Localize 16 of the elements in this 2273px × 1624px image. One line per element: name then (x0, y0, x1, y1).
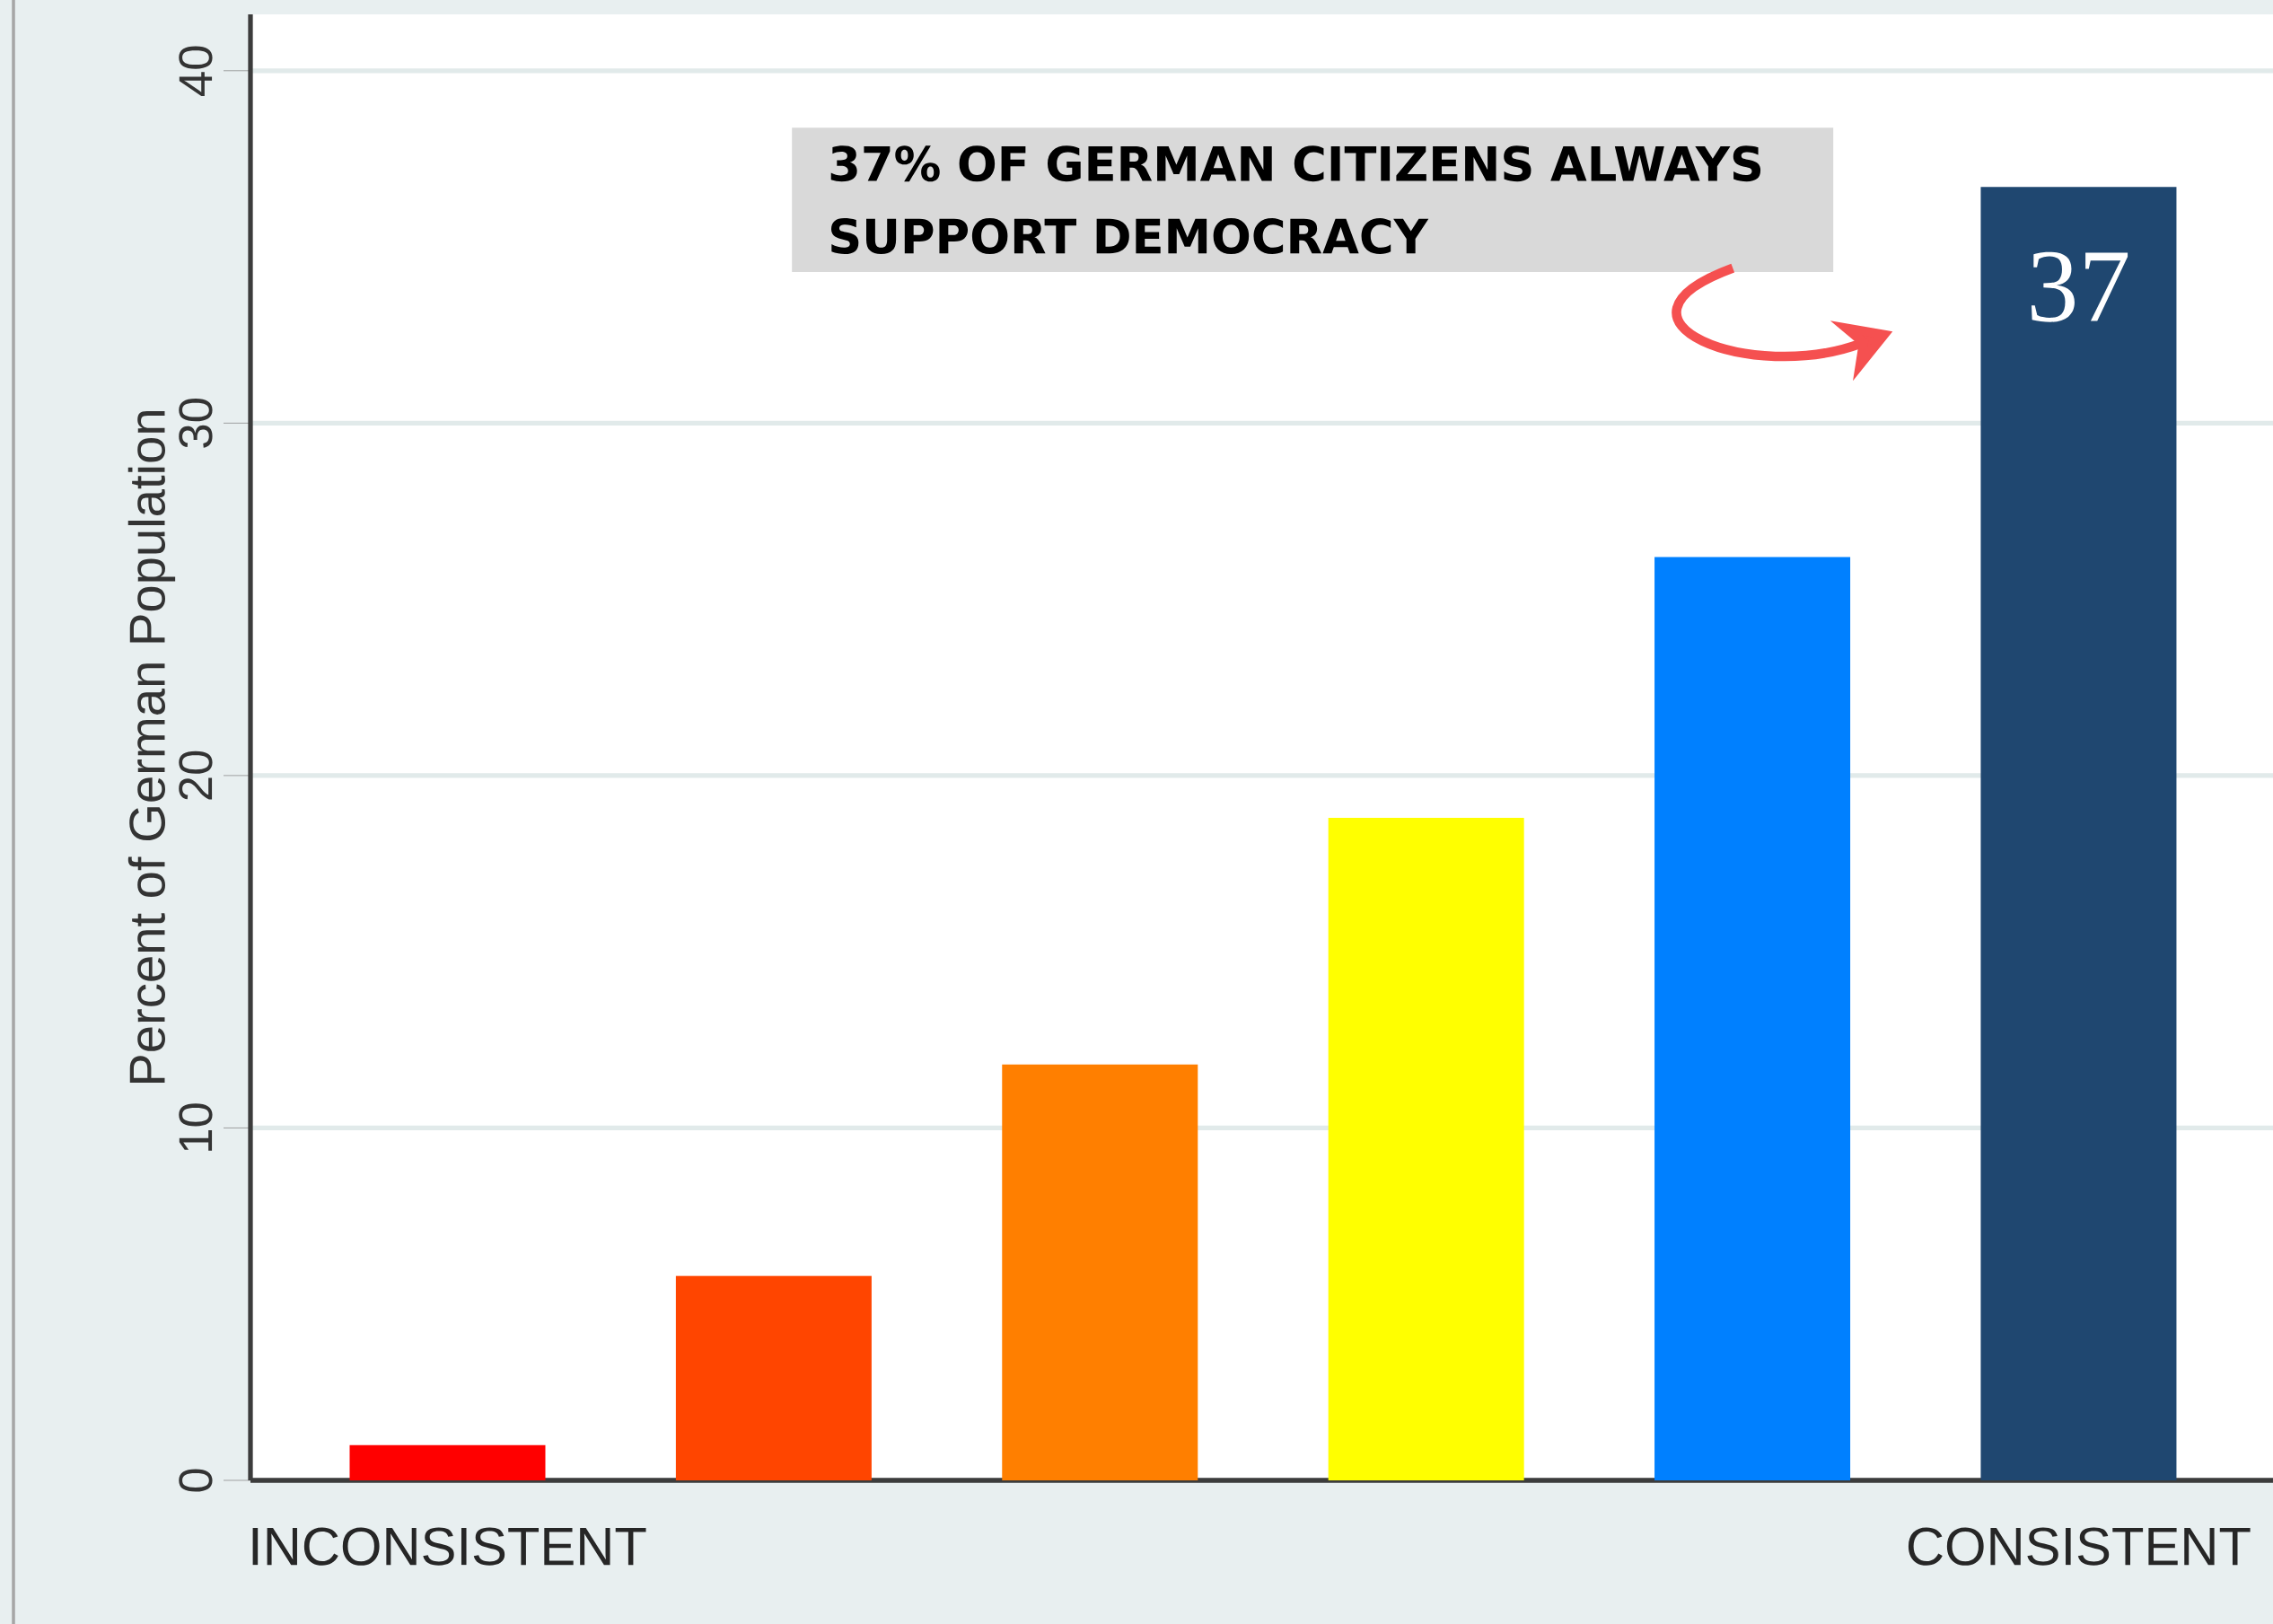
y-tick-label: 20 (179, 751, 213, 800)
y-tick-label: 0 (179, 1469, 213, 1492)
data-label: 37 (2032, 251, 2128, 322)
bar (349, 1444, 546, 1480)
bar (1980, 187, 2177, 1480)
x-tick-label: CONSISTENT (1908, 1527, 2251, 1566)
y-tick-label: 10 (179, 1103, 213, 1151)
bar (1002, 1064, 1198, 1480)
bar (675, 1276, 872, 1480)
y-tick-label: 40 (179, 46, 213, 96)
x-tick-label: INCONSISTENT (252, 1527, 646, 1566)
bar (1328, 818, 1524, 1480)
y-tick-label: 30 (179, 399, 213, 448)
y-axis-title: Percent of German Population (127, 411, 176, 1084)
annotation: 37% OF GERMAN CITIZENS ALWAYS SUPPORT DEMOCRACY (830, 145, 1761, 255)
bar (1654, 557, 1851, 1480)
